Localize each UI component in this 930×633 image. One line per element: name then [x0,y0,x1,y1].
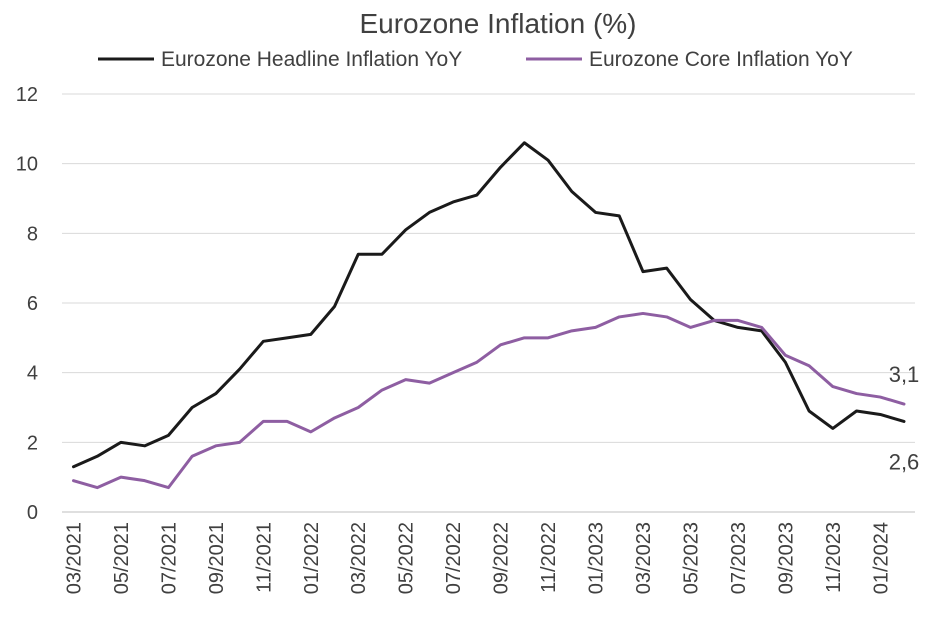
x-tick-label: 09/2023 [775,522,797,594]
x-tick-label: 03/2021 [64,522,86,594]
series-lines [72,141,906,490]
y-tick-label: 2 [27,432,38,454]
x-tick-label: 09/2021 [206,522,228,594]
x-tick-label: 03/2022 [348,522,370,594]
x-tick-label: 09/2022 [491,522,513,594]
x-tick-label: 05/2023 [680,522,702,594]
data-label: 3,1 [889,362,920,387]
y-tick-label: 0 [27,502,38,524]
legend-label: Eurozone Core Inflation YoY [589,48,853,71]
y-tick-label: 4 [27,363,38,385]
legend: Eurozone Headline Inflation YoY Eurozone … [98,48,853,71]
chart-title: Eurozone Inflation (%) [359,8,636,39]
x-tick-label: 07/2023 [728,522,750,594]
x-axis: 03/2021 05/2021 07/2021 09/2021 11/2021 01/20… [64,522,893,594]
x-tick-label: 07/2021 [158,522,180,594]
gridlines [62,93,915,513]
x-tick-label: 11/2021 [253,522,275,593]
legend-label: Eurozone Headline Inflation YoY [161,48,462,71]
x-tick-label: 03/2023 [633,522,655,594]
y-tick-label: 8 [27,223,38,245]
data-label: 2,6 [889,449,920,474]
x-tick-label: 11/2022 [538,522,560,593]
x-tick-label: 01/2022 [301,522,323,594]
x-tick-label: 05/2022 [396,522,418,594]
x-tick-label: 05/2021 [111,522,133,594]
series-line [72,311,906,490]
y-tick-label: 12 [16,84,38,106]
y-tick-label: 6 [27,293,38,315]
y-tick-label: 10 [16,154,38,176]
end-labels: 2,6 3,1 [889,362,920,474]
series-line [72,141,906,469]
x-tick-label: 01/2024 [870,522,892,594]
y-axis: 0 2 4 6 8 10 12 [16,84,38,524]
x-tick-label: 11/2023 [823,522,845,593]
x-tick-label: 07/2022 [443,522,465,594]
x-tick-label: 01/2023 [586,522,608,594]
